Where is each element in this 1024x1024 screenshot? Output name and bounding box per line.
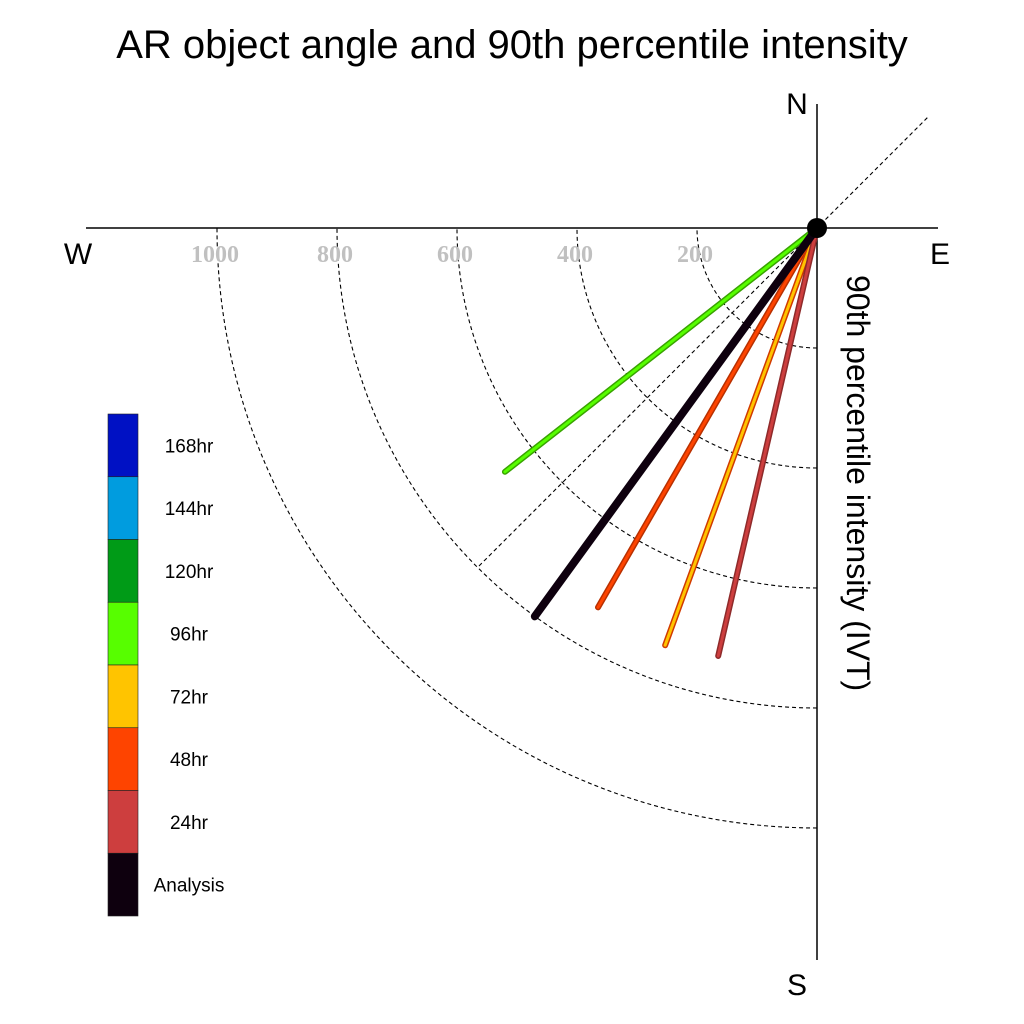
grid <box>216 117 928 829</box>
series-line-24hr <box>715 225 820 659</box>
legend-swatch <box>107 476 139 540</box>
legend-swatch <box>107 601 139 666</box>
compass-west: W <box>64 238 93 271</box>
series-line-core <box>596 226 819 609</box>
grid-diagonal <box>477 117 928 568</box>
legend-label: 24hr <box>170 813 209 834</box>
series-line-core <box>663 226 819 647</box>
legend-label: 72hr <box>170 687 209 708</box>
grid-arc <box>216 227 818 829</box>
radial-tick-label: 600 <box>437 242 473 268</box>
grid-arc <box>456 227 818 589</box>
legend-swatch <box>107 852 139 917</box>
legend-label: 144hr <box>165 499 214 520</box>
legend-swatch <box>107 790 139 854</box>
grid-arc <box>576 227 818 469</box>
compass-east: E <box>930 238 950 271</box>
series-line-core <box>503 226 819 474</box>
grid-arc <box>336 227 818 709</box>
legend-swatch <box>107 539 139 603</box>
legend-swatch <box>107 727 139 791</box>
legend-label: 120hr <box>165 562 214 583</box>
legend-label: 48hr <box>170 750 209 771</box>
series-line-48hr <box>595 225 820 611</box>
series-line-core <box>530 224 821 621</box>
series-line-core <box>716 226 819 658</box>
compass-south: S <box>787 969 807 1002</box>
series-line-analysis <box>530 224 821 621</box>
radial-tick-label: 800 <box>317 242 353 268</box>
series-line-72hr <box>662 225 820 649</box>
y-axis-label: 90th percentile intensity (IVT) <box>840 275 876 691</box>
chart-title: AR object angle and 90th percentile inte… <box>116 23 908 67</box>
legend-label: 168hr <box>165 436 214 457</box>
legend: 168hr 144hr 120hr 96hr 72hr 48hr 24hr Analysis <box>107 413 225 917</box>
radial-ticks: 200 400 600 800 1000 <box>191 242 713 268</box>
compass-north: N <box>786 88 808 121</box>
series-line-96hr <box>501 225 820 475</box>
radial-tick-label: 400 <box>557 242 593 268</box>
series-lines <box>501 224 821 659</box>
origin-point <box>807 218 827 238</box>
legend-label: Analysis <box>154 876 225 897</box>
radial-tick-label: 1000 <box>191 242 239 268</box>
legend-swatch <box>107 413 139 478</box>
legend-label: 96hr <box>170 625 209 646</box>
radial-tick-label: 200 <box>677 242 713 268</box>
legend-swatch <box>107 664 139 729</box>
